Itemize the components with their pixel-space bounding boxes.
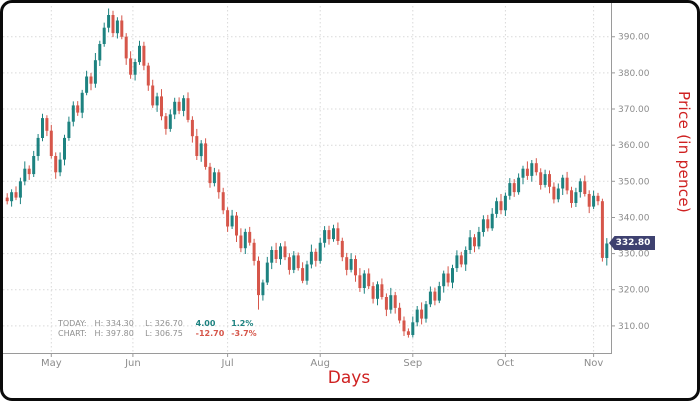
candlestick-chart: 310.00 320.00 330.00 340.00 350.00 360.00 370.… bbox=[3, 3, 650, 369]
svg-text:340.00: 340.00 bbox=[618, 214, 650, 224]
x-axis-labels: May Jun Jul Aug Sep Oct Nov bbox=[41, 358, 603, 369]
svg-text:Sep: Sep bbox=[403, 358, 422, 369]
svg-text:350.00: 350.00 bbox=[618, 177, 650, 187]
legend-chart-pct: -3.7% bbox=[231, 329, 257, 338]
legend-chart-low: L: 306.75 bbox=[145, 329, 183, 338]
legend-today-change: 4.00 bbox=[195, 319, 216, 328]
last-price-badge: 332.80 bbox=[609, 236, 655, 250]
legend-today-high: H: 334.30 bbox=[94, 319, 134, 328]
chart-legend: TODAY: H: 334.30 L: 326.70 4.00 1.2% CHA… bbox=[58, 319, 261, 339]
y-axis-title: Price (in pence) bbox=[675, 91, 693, 214]
svg-text:Aug: Aug bbox=[310, 358, 330, 369]
legend-row-today: TODAY: H: 334.30 L: 326.70 4.00 1.2% bbox=[58, 319, 261, 329]
svg-text:320.00: 320.00 bbox=[618, 286, 650, 296]
svg-text:May: May bbox=[41, 358, 62, 369]
legend-today-pct: 1.2% bbox=[231, 319, 254, 328]
legend-row-chart: CHART: H: 397.80 L: 306.75 -12.70 -3.7% bbox=[58, 329, 261, 339]
svg-text:310.00: 310.00 bbox=[618, 322, 650, 332]
axes bbox=[3, 3, 615, 357]
legend-chart-label: CHART: bbox=[58, 329, 87, 338]
svg-text:370.00: 370.00 bbox=[618, 105, 650, 115]
y-axis-labels: 310.00 320.00 330.00 340.00 350.00 360.00 370.… bbox=[618, 33, 650, 332]
svg-text:360.00: 360.00 bbox=[618, 141, 650, 151]
candles bbox=[5, 8, 609, 338]
legend-today-low: L: 326.70 bbox=[145, 319, 183, 328]
svg-text:380.00: 380.00 bbox=[618, 69, 650, 79]
legend-chart-change: -12.70 bbox=[195, 329, 225, 338]
x-axis-title: Days bbox=[327, 368, 371, 388]
svg-text:390.00: 390.00 bbox=[618, 33, 650, 43]
svg-text:Jul: Jul bbox=[221, 358, 234, 369]
svg-text:Nov: Nov bbox=[584, 358, 604, 369]
svg-text:330.00: 330.00 bbox=[618, 250, 650, 260]
legend-chart-high: H: 397.80 bbox=[94, 329, 134, 338]
x-gridlines bbox=[50, 6, 595, 353]
svg-text:Oct: Oct bbox=[497, 358, 514, 369]
legend-today-label: TODAY: bbox=[58, 319, 87, 328]
svg-text:Jun: Jun bbox=[124, 358, 141, 369]
